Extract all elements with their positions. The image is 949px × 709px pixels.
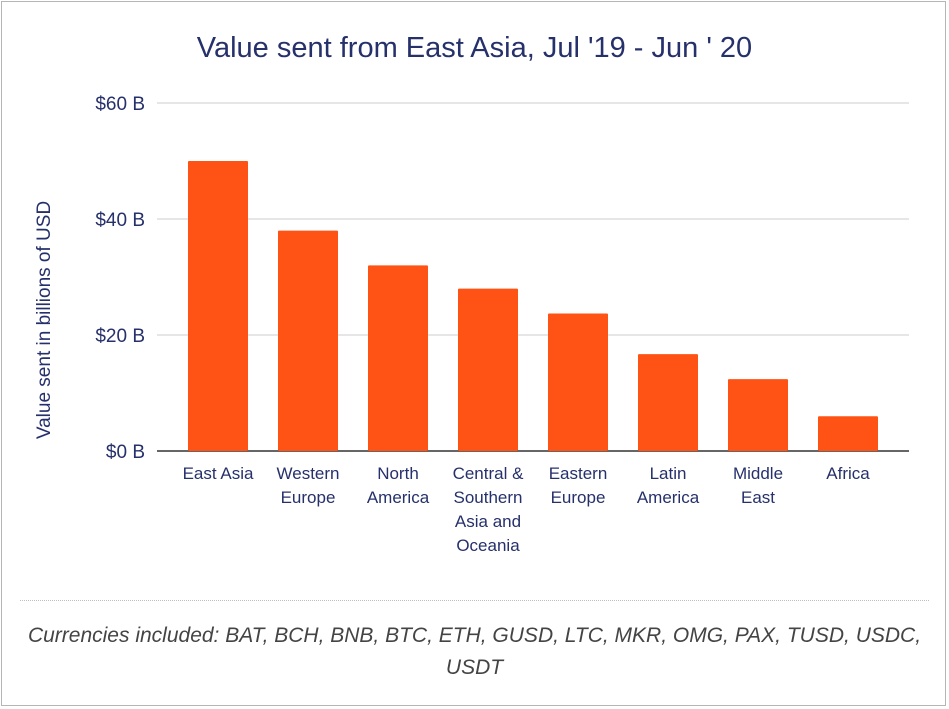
footnote: Currencies included: BAT, BCH, BNB, BTC,… <box>27 624 922 679</box>
x-tick-label: Central & Southern Asia and Oceania <box>453 464 525 555</box>
y-tick-label: $60 B <box>95 94 145 115</box>
x-tick-label: East Asia <box>183 464 254 483</box>
y-axis-label: Value sent in billions of USD <box>34 201 55 439</box>
x-tick-label: Africa <box>826 464 870 483</box>
y-tick-label: $0 B <box>106 442 145 463</box>
bar <box>728 379 788 451</box>
bar <box>458 288 518 451</box>
bar-chart: Value sent in billions of USD $0 B $20 B $… <box>34 94 909 555</box>
bar <box>188 161 248 451</box>
x-tick-label: Eastern Europe <box>549 464 608 507</box>
chart-title: Value sent from East Asia, Jul '19 - Jun… <box>196 32 753 64</box>
y-tick-label: $40 B <box>95 210 145 231</box>
y-tick-label: $20 B <box>95 326 145 347</box>
x-tick-label: North America <box>367 464 430 507</box>
x-tick-label: Latin America <box>637 464 700 507</box>
bar <box>548 313 608 451</box>
x-tick-label: Middle East <box>733 464 783 507</box>
footnote-divider <box>20 600 929 601</box>
bar <box>638 354 698 451</box>
x-tick-label: Western Europe <box>277 464 340 507</box>
bar <box>818 416 878 451</box>
bar <box>278 230 338 451</box>
bar <box>368 265 428 451</box>
